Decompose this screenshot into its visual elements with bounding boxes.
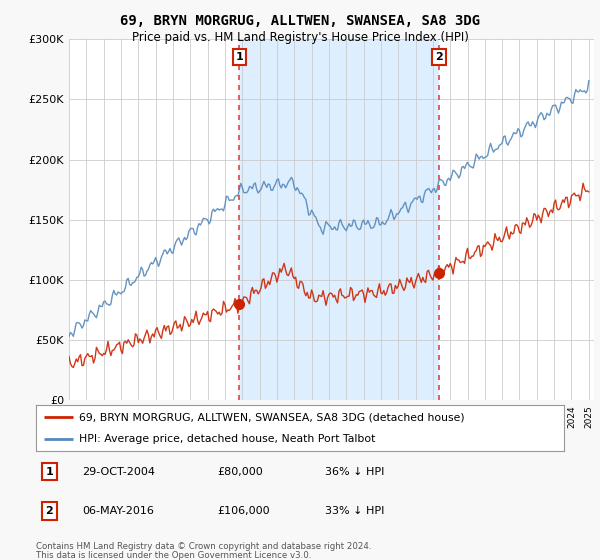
Text: This data is licensed under the Open Government Licence v3.0.: This data is licensed under the Open Gov…: [36, 551, 311, 560]
Text: HPI: Average price, detached house, Neath Port Talbot: HPI: Average price, detached house, Neat…: [79, 435, 376, 444]
Text: 69, BRYN MORGRUG, ALLTWEN, SWANSEA, SA8 3DG: 69, BRYN MORGRUG, ALLTWEN, SWANSEA, SA8 …: [120, 14, 480, 28]
Text: 69, BRYN MORGRUG, ALLTWEN, SWANSEA, SA8 3DG (detached house): 69, BRYN MORGRUG, ALLTWEN, SWANSEA, SA8 …: [79, 412, 465, 422]
Text: 29-OCT-2004: 29-OCT-2004: [82, 467, 155, 477]
Text: 06-MAY-2016: 06-MAY-2016: [82, 506, 154, 516]
Text: 2: 2: [46, 506, 53, 516]
Bar: [239, 39, 439, 400]
Text: £106,000: £106,000: [217, 506, 270, 516]
Text: 1: 1: [46, 467, 53, 477]
Text: Price paid vs. HM Land Registry's House Price Index (HPI): Price paid vs. HM Land Registry's House …: [131, 31, 469, 44]
Text: £80,000: £80,000: [217, 467, 263, 477]
Text: 2: 2: [435, 52, 443, 62]
Text: 1: 1: [235, 52, 243, 62]
Text: Contains HM Land Registry data © Crown copyright and database right 2024.: Contains HM Land Registry data © Crown c…: [36, 542, 371, 551]
Text: 36% ↓ HPI: 36% ↓ HPI: [325, 467, 385, 477]
Text: 33% ↓ HPI: 33% ↓ HPI: [325, 506, 385, 516]
